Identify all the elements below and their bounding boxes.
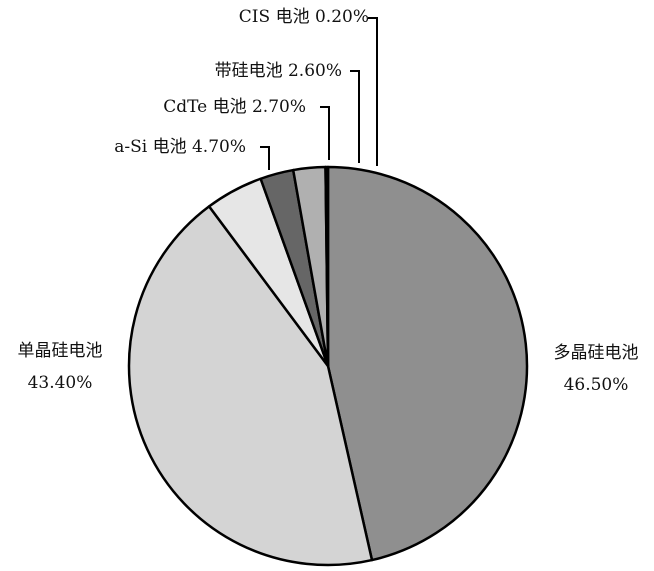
slice-labels: 多晶硅电池 46.50% 单晶硅电池 43.40% a-Si 电池 4.70% CdTe … xyxy=(18,7,639,395)
slice-name-1: 单晶硅电池 xyxy=(18,341,103,361)
slice-name: CdTe 电池 xyxy=(163,97,246,117)
slice-value-1: 43.40% xyxy=(28,373,93,393)
pie-slice-1 xyxy=(127,205,374,567)
slice-name: CIS 电池 xyxy=(239,7,310,27)
leader-line-5 xyxy=(368,17,378,166)
leader-line-3 xyxy=(320,106,330,160)
slice-label-slice: 带硅电池 2.60% xyxy=(215,61,342,81)
slice-label-a-si: a-Si 电池 4.70% xyxy=(114,137,246,157)
leader-lines xyxy=(260,17,378,170)
slice-name-0: 多晶硅电池 xyxy=(554,343,639,363)
slice-value: 2.70% xyxy=(247,97,306,117)
slice-name: a-Si 电池 xyxy=(114,137,186,157)
slice-value: 2.60% xyxy=(283,61,342,81)
slice-label-cdte: CdTe 电池 2.70% xyxy=(163,97,306,117)
pie-slices xyxy=(127,165,529,567)
leader-line-2 xyxy=(260,146,270,170)
slice-value: 4.70% xyxy=(187,137,246,157)
slice-name: 带硅电池 xyxy=(215,61,283,81)
slice-label-cis: CIS 电池 0.20% xyxy=(239,7,369,27)
slice-value: 0.20% xyxy=(310,7,369,27)
pie-slice-0 xyxy=(326,165,529,562)
pie-slice-5 xyxy=(324,165,330,368)
slice-value-0: 46.50% xyxy=(564,375,629,395)
leader-line-4 xyxy=(350,70,360,163)
